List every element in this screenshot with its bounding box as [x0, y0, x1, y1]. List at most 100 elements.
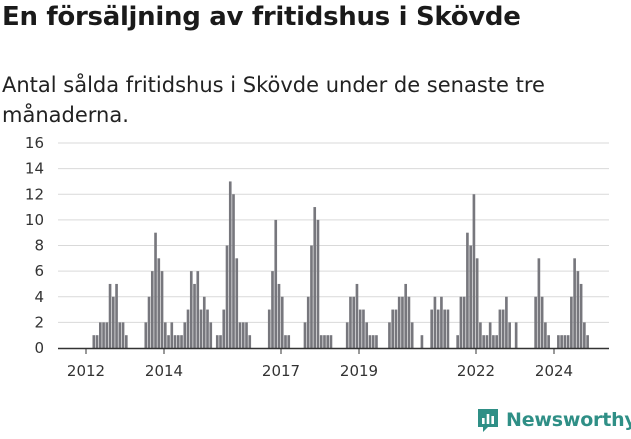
- bar: [492, 335, 495, 348]
- y-tick-label: 8: [34, 237, 44, 255]
- bar: [147, 296, 151, 348]
- bar: [375, 335, 378, 348]
- x-tick-label: 2017: [262, 362, 300, 380]
- bar: [462, 296, 466, 348]
- bar: [349, 296, 352, 348]
- bar: [345, 322, 349, 349]
- bar: [92, 335, 96, 348]
- bar: [157, 258, 161, 348]
- y-tick-label: 10: [25, 211, 44, 229]
- bar: [534, 296, 537, 348]
- bar: [573, 258, 576, 348]
- x-tick-label: 2019: [340, 362, 378, 380]
- bar: [514, 322, 518, 349]
- bar: [183, 322, 187, 349]
- bar: [124, 335, 128, 348]
- bar: [436, 309, 440, 348]
- bar: [479, 322, 482, 349]
- bar: [498, 309, 502, 348]
- bar: [566, 335, 570, 348]
- bar: [557, 335, 560, 348]
- bar: [560, 335, 563, 348]
- bar: [362, 309, 365, 348]
- bar: [115, 283, 118, 348]
- bar: [241, 322, 245, 349]
- x-tick-label: 2024: [535, 362, 573, 380]
- bar: [303, 322, 307, 349]
- bar: [199, 309, 203, 348]
- data-labels: 1: [589, 0, 599, 4]
- bar: [196, 271, 200, 349]
- bar: [121, 322, 125, 349]
- bar: [420, 335, 424, 348]
- bar: [105, 322, 109, 349]
- grid-lines: [58, 142, 609, 323]
- bar: [410, 322, 414, 349]
- bar: [397, 296, 401, 348]
- bar: [274, 219, 278, 349]
- bar: [154, 232, 157, 348]
- bar: [488, 322, 492, 349]
- bar: [540, 296, 544, 348]
- bars: [92, 181, 589, 349]
- bar: [306, 296, 310, 348]
- bar: [446, 309, 450, 348]
- y-tick-label: 16: [25, 134, 44, 152]
- bar: [245, 322, 248, 349]
- bar: [209, 322, 213, 349]
- bar: [579, 283, 583, 348]
- bar: [118, 322, 122, 349]
- bar: [394, 309, 398, 348]
- bar: [537, 258, 541, 348]
- bar: [472, 194, 476, 348]
- bar: [180, 335, 183, 348]
- bar: [271, 271, 274, 349]
- bar-chart-icon: [478, 409, 498, 432]
- bar: [563, 335, 567, 348]
- bar: [570, 296, 573, 348]
- bar: [485, 335, 489, 348]
- y-tick-label: 12: [25, 185, 44, 203]
- logo-text: Newsworthy: [506, 409, 631, 431]
- x-tick-label: 2022: [457, 362, 495, 380]
- bar: [469, 245, 472, 348]
- bar: [310, 245, 313, 348]
- bar: [495, 335, 498, 348]
- bar: [371, 335, 375, 348]
- bar: [287, 335, 291, 348]
- bar: [235, 258, 239, 348]
- bar: [583, 322, 586, 349]
- bar: [459, 296, 463, 348]
- bar: [466, 232, 469, 348]
- bar: [482, 335, 485, 348]
- bar: [352, 296, 356, 348]
- bar: [440, 296, 443, 348]
- bar: [404, 283, 408, 348]
- bar: [407, 296, 411, 348]
- x-tick-label: 2012: [67, 362, 105, 380]
- bar: [225, 245, 229, 348]
- bar: [576, 271, 580, 349]
- bar: [443, 309, 446, 348]
- bar: [433, 296, 437, 348]
- y-tick-label: 6: [34, 262, 44, 280]
- y-axis-ticks: 0 2 4 6 8 10 12 14 16: [25, 134, 44, 357]
- bar: [329, 335, 333, 348]
- x-tick-label: 2014: [145, 362, 183, 380]
- bar: [215, 335, 219, 348]
- bar: [111, 296, 115, 348]
- bar: [368, 335, 372, 348]
- chart-subtitle: Antal sålda fritidshus i Skövde under de…: [2, 73, 545, 127]
- bar: [219, 335, 222, 348]
- bar: [108, 283, 112, 348]
- bar: [170, 322, 174, 349]
- bar: [167, 335, 170, 348]
- chart-title: En försäljning av fritidshus i Skövde: [2, 2, 521, 32]
- bar: [206, 309, 209, 348]
- bar: [388, 322, 391, 349]
- bar: [238, 322, 242, 349]
- bar: [186, 309, 190, 348]
- bar: [319, 335, 323, 348]
- bar: [176, 335, 180, 348]
- bar: [98, 322, 102, 349]
